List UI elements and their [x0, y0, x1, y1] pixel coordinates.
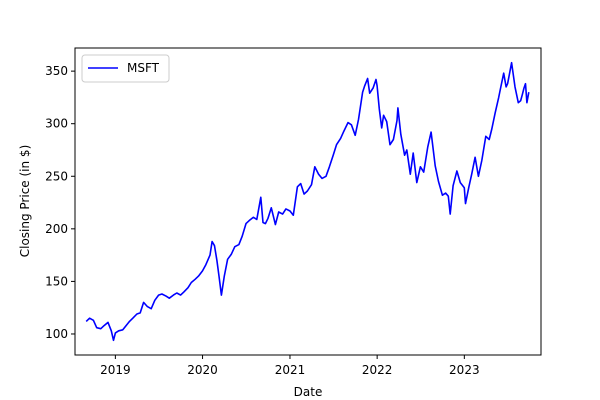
- legend: MSFT: [81, 54, 170, 83]
- x-axis-ticks: 2019 2020 2021 2022 2023: [100, 355, 480, 377]
- msft-series-line: [85, 61, 530, 342]
- plot-frame: [74, 47, 542, 356]
- x-tick-label: 2020: [187, 363, 218, 377]
- y-axis-label: Closing Price (in $): [18, 145, 32, 258]
- x-tick-label: 2021: [275, 363, 306, 377]
- plot-area: [74, 47, 542, 356]
- x-tick-label: 2019: [100, 363, 131, 377]
- y-tick-label: 250: [45, 169, 68, 183]
- x-axis-label: Date: [294, 385, 323, 399]
- legend-box: [81, 54, 170, 83]
- y-tick-label: 300: [45, 117, 68, 131]
- y-tick-label: 350: [45, 64, 68, 78]
- x-tick-label: 2023: [449, 363, 480, 377]
- y-axis-ticks: 100 150 200 250 300 350: [45, 64, 75, 341]
- x-tick-label: 2022: [362, 363, 393, 377]
- y-tick-label: 150: [45, 274, 68, 288]
- y-tick-label: 100: [45, 327, 68, 341]
- y-tick-label: 200: [45, 222, 68, 236]
- legend-label-msft: MSFT: [127, 61, 160, 75]
